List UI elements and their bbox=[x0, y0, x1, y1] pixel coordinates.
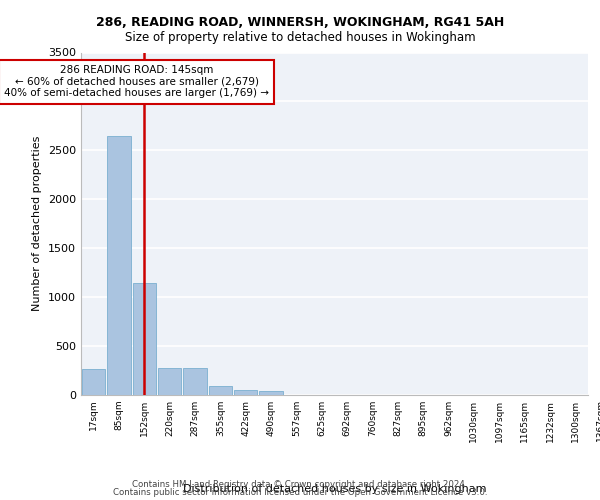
Text: Contains HM Land Registry data © Crown copyright and database right 2024.: Contains HM Land Registry data © Crown c… bbox=[132, 480, 468, 489]
Bar bbox=[133, 284, 156, 395]
Bar bbox=[234, 390, 257, 395]
Y-axis label: Number of detached properties: Number of detached properties bbox=[32, 136, 43, 312]
Text: 1367sqm: 1367sqm bbox=[596, 398, 600, 440]
Text: 286 READING ROAD: 145sqm
← 60% of detached houses are smaller (2,679)
40% of sem: 286 READING ROAD: 145sqm ← 60% of detach… bbox=[4, 65, 269, 98]
Bar bbox=[209, 386, 232, 395]
Bar bbox=[259, 391, 283, 395]
X-axis label: Distribution of detached houses by size in Wokingham: Distribution of detached houses by size … bbox=[183, 484, 486, 494]
Bar bbox=[82, 368, 106, 395]
Bar bbox=[158, 368, 181, 395]
Bar bbox=[184, 368, 207, 395]
Text: 286, READING ROAD, WINNERSH, WOKINGHAM, RG41 5AH: 286, READING ROAD, WINNERSH, WOKINGHAM, … bbox=[96, 16, 504, 29]
Text: Contains public sector information licensed under the Open Government Licence v3: Contains public sector information licen… bbox=[113, 488, 487, 497]
Bar bbox=[107, 136, 131, 395]
Text: Size of property relative to detached houses in Wokingham: Size of property relative to detached ho… bbox=[125, 31, 475, 44]
